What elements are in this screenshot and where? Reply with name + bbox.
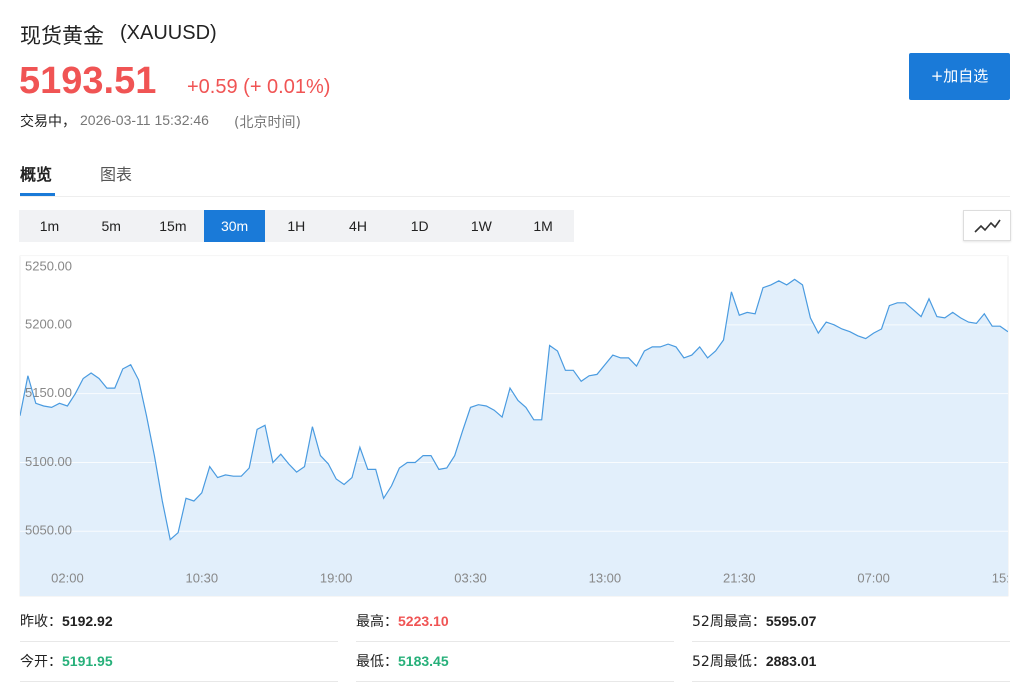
interval-button[interactable]: 1W (470, 218, 492, 234)
plot: 5050.00 5100.00 5150.00 5200.00 5250.00 02:00… (20, 256, 1024, 596)
stat-value: 5595.07 (765, 613, 817, 629)
stat: 今开：5191.95 (20, 641, 338, 682)
x-tick-label: 13:00 (589, 570, 622, 585)
stat-label: 最低： (356, 654, 398, 670)
stat-label: 52周最低： (692, 654, 766, 670)
stat-value: 2883.01 (765, 653, 817, 669)
interval-button[interactable]: 1D (410, 218, 429, 234)
line-icon (974, 219, 1001, 233)
interval-button[interactable]: 5m (101, 218, 121, 234)
y-tick-label: 5150.00 (25, 385, 72, 400)
stat-value: 5191.95 (62, 653, 113, 669)
area-fill (20, 279, 1008, 596)
plot-area (19, 255, 1009, 597)
interval-button[interactable]: 1m (39, 218, 60, 234)
y-tick-label: 5250.00 (25, 258, 72, 273)
datetime: 2026-03-11 15:32:46 (80, 112, 209, 128)
stat: 昨收：5192.92 (20, 601, 338, 642)
x-tick-label: 02:00 (51, 570, 84, 585)
interval-bar: 1m 5m 15m 30m 1H 4H 1D 1W 1M (19, 210, 574, 242)
stat-value: 5183.45 (398, 653, 449, 669)
icon-stroke (974, 219, 1001, 233)
y-tick-label: 5050.00 (25, 523, 72, 538)
status: 交易中， (20, 114, 76, 130)
x-tick-label: 15:30 (992, 570, 1024, 585)
divider (20, 196, 1010, 197)
stat-label: 最高： (356, 614, 398, 630)
stat: 最低：5183.45 (356, 641, 674, 682)
price: 5193.51 (19, 60, 157, 102)
price-change: +0.59 (+ 0.01%) (187, 76, 331, 98)
chart-type-button[interactable] (963, 210, 1011, 241)
tab[interactable]: 图表 (100, 165, 133, 184)
add-watchlist-button[interactable]: +加自选 (909, 53, 1010, 100)
x-tick-label: 19:00 (320, 570, 353, 585)
title: 现货黄金 (20, 24, 104, 48)
stat-label: 昨收： (20, 614, 62, 630)
y-tick-label: 5200.00 (25, 316, 72, 331)
stat-value: 5192.92 (62, 613, 113, 629)
stat-label: 52周最高： (692, 614, 766, 630)
x-tick-label: 10:30 (186, 570, 219, 585)
interval-button[interactable]: 1M (533, 218, 553, 234)
symbol: (XAUUSD) (120, 22, 217, 44)
tab[interactable]: 概览 (20, 165, 53, 184)
interval-button[interactable]: 30m (204, 210, 266, 242)
price-line (20, 278, 1008, 541)
timezone: (北京时间) (234, 115, 301, 131)
stat: 最高：5223.10 (356, 601, 674, 642)
tab-indicator (20, 193, 55, 196)
stat: 52周最低：2883.01 (692, 641, 1010, 682)
stat-label: 今开： (20, 654, 62, 670)
interval-button[interactable]: 1H (287, 218, 306, 234)
stat-value: 5223.10 (398, 613, 449, 629)
x-tick-label: 21:30 (723, 570, 756, 585)
x-tick-label: 07:00 (857, 570, 890, 585)
interval-button[interactable]: 4H (349, 218, 367, 234)
interval-button[interactable]: 15m (159, 218, 187, 234)
x-tick-label: 03:30 (454, 570, 487, 585)
stat: 52周最高：5595.07 (692, 601, 1010, 642)
y-tick-label: 5100.00 (25, 454, 72, 469)
